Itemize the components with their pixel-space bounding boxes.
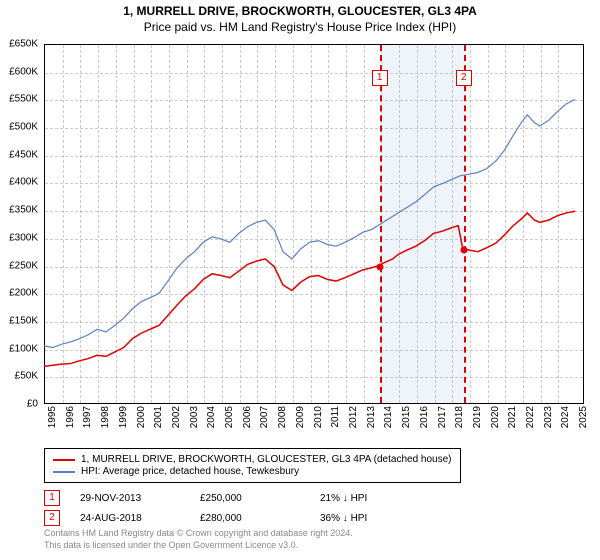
y-axis-label: £400K [9, 177, 38, 188]
legend-item: HPI: Average price, detached house, Tewk… [53, 466, 452, 477]
footer-line-2: This data is licensed under the Open Gov… [44, 540, 353, 552]
x-axis-label: 2021 [507, 406, 518, 428]
x-axis-label: 2004 [206, 406, 217, 428]
page-subtitle: Price paid vs. HM Land Registry's House … [0, 20, 600, 34]
legend-label: HPI: Average price, detached house, Tewk… [81, 466, 299, 477]
page-title: 1, MURRELL DRIVE, BROCKWORTH, GLOUCESTER… [0, 4, 600, 18]
x-axis-label: 2024 [560, 406, 571, 428]
x-axis-label: 2001 [153, 406, 164, 428]
x-axis-label: 2000 [136, 406, 147, 428]
y-axis-label: £300K [9, 232, 38, 243]
x-axis-label: 1999 [118, 406, 129, 428]
x-axis-label: 2013 [366, 406, 377, 428]
x-axis-label: 2005 [224, 406, 235, 428]
transaction-delta: 21% ↓ HPI [320, 493, 420, 504]
y-axis-label: £250K [9, 260, 38, 271]
x-axis-label: 2019 [472, 406, 483, 428]
transaction-date: 24-AUG-2018 [80, 513, 180, 524]
x-axis-label: 1998 [100, 406, 111, 428]
x-axis-label: 2023 [543, 406, 554, 428]
y-axis-label: £650K [9, 39, 38, 50]
y-axis-label: £500K [9, 122, 38, 133]
x-axis-label: 2010 [313, 406, 324, 428]
chart-legend: 1, MURRELL DRIVE, BROCKWORTH, GLOUCESTER… [44, 448, 461, 483]
series-hpi [44, 99, 575, 347]
y-axis-label: £0 [27, 399, 38, 410]
transaction-row: 1 29-NOV-2013 £250,000 21% ↓ HPI [44, 490, 420, 506]
x-axis-label: 2018 [454, 406, 465, 428]
x-axis-label: 2007 [259, 406, 270, 428]
x-axis-label: 1996 [65, 406, 76, 428]
y-axis-label: £450K [9, 149, 38, 160]
transaction-price: £250,000 [200, 493, 300, 504]
x-axis-label: 1997 [82, 406, 93, 428]
y-axis-label: £350K [9, 205, 38, 216]
x-axis-label: 2003 [189, 406, 200, 428]
legend-item: 1, MURRELL DRIVE, BROCKWORTH, GLOUCESTER… [53, 454, 452, 465]
x-axis-label: 2017 [437, 406, 448, 428]
x-axis-label: 2008 [277, 406, 288, 428]
footer-line-1: Contains HM Land Registry data © Crown c… [44, 528, 353, 540]
y-axis-label: £200K [9, 288, 38, 299]
transaction-row: 2 24-AUG-2018 £280,000 36% ↓ HPI [44, 510, 420, 526]
x-axis-label: 2020 [490, 406, 501, 428]
y-axis-label: £50K [15, 371, 38, 382]
legend-label: 1, MURRELL DRIVE, BROCKWORTH, GLOUCESTER… [81, 454, 452, 465]
y-axis-label: £600K [9, 66, 38, 77]
x-axis-label: 2012 [348, 406, 359, 428]
x-axis-label: 1995 [47, 406, 58, 428]
x-axis-label: 2025 [578, 406, 589, 428]
x-axis-label: 2011 [330, 406, 341, 428]
y-axis-label: £100K [9, 343, 38, 354]
footer-attribution: Contains HM Land Registry data © Crown c… [44, 528, 353, 551]
x-axis-label: 2006 [242, 406, 253, 428]
x-axis-label: 2016 [419, 406, 430, 428]
transactions-table: 1 29-NOV-2013 £250,000 21% ↓ HPI 2 24-AUG-201… [44, 490, 420, 530]
x-axis-label: 2002 [171, 406, 182, 428]
y-axis-label: £550K [9, 94, 38, 105]
transaction-marker: 2 [44, 510, 60, 526]
price-chart: 12 £0£50K£100K£150K£200K£250K£300K£350K£… [44, 44, 584, 424]
transaction-marker: 1 [44, 490, 60, 506]
y-axis-label: £150K [9, 315, 38, 326]
x-axis-label: 2009 [295, 406, 306, 428]
transaction-price: £280,000 [200, 513, 300, 524]
x-axis-label: 2022 [525, 406, 536, 428]
transaction-date: 29-NOV-2013 [80, 493, 180, 504]
transaction-delta: 36% ↓ HPI [320, 513, 420, 524]
x-axis-label: 2014 [383, 406, 394, 428]
x-axis-label: 2015 [401, 406, 412, 428]
series-property [44, 211, 575, 366]
